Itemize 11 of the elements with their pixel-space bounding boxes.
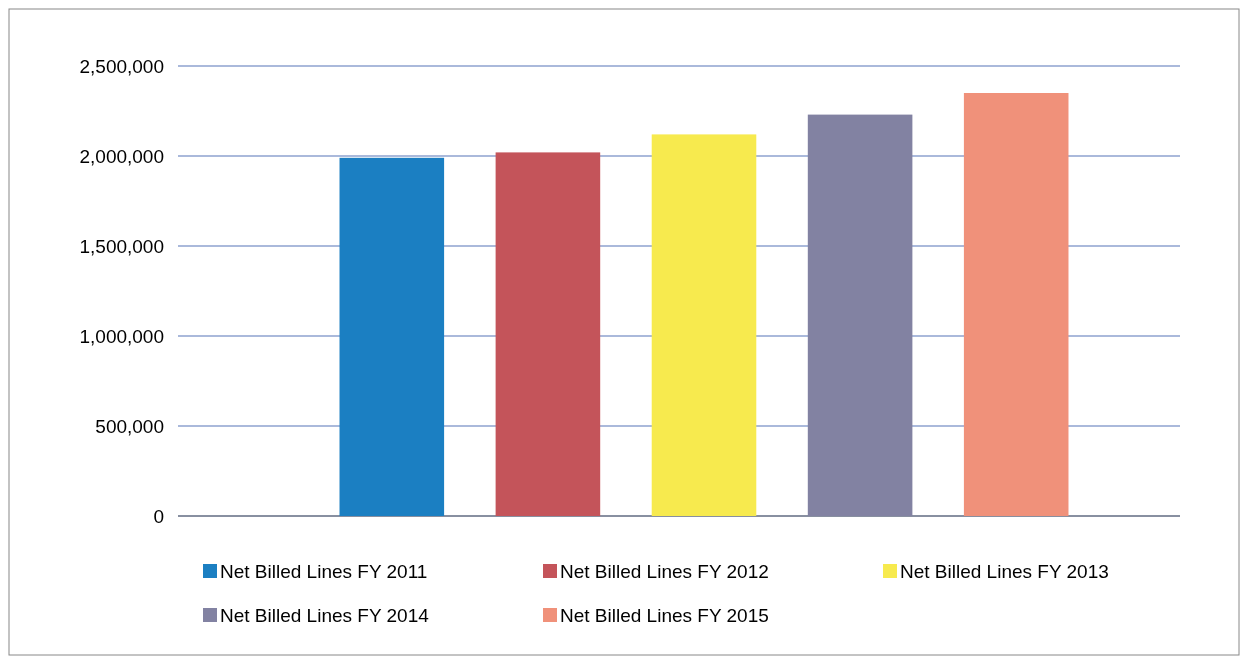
y-tick-label: 1,500,000 [79,235,164,257]
legend-label: Net Billed Lines FY 2015 [560,604,769,626]
y-tick-label: 2,500,000 [79,55,164,77]
legend-label: Net Billed Lines FY 2011 [220,560,428,582]
y-tick-label: 500,000 [95,415,164,437]
legend-label: Net Billed Lines FY 2014 [220,604,430,626]
y-tick-label: 0 [153,505,164,527]
y-tick-label: 1,000,000 [79,325,164,347]
legend-label: Net Billed Lines FY 2013 [900,560,1109,582]
legend-label: Net Billed Lines FY 2012 [560,560,769,582]
y-tick-label: 2,000,000 [79,145,164,167]
